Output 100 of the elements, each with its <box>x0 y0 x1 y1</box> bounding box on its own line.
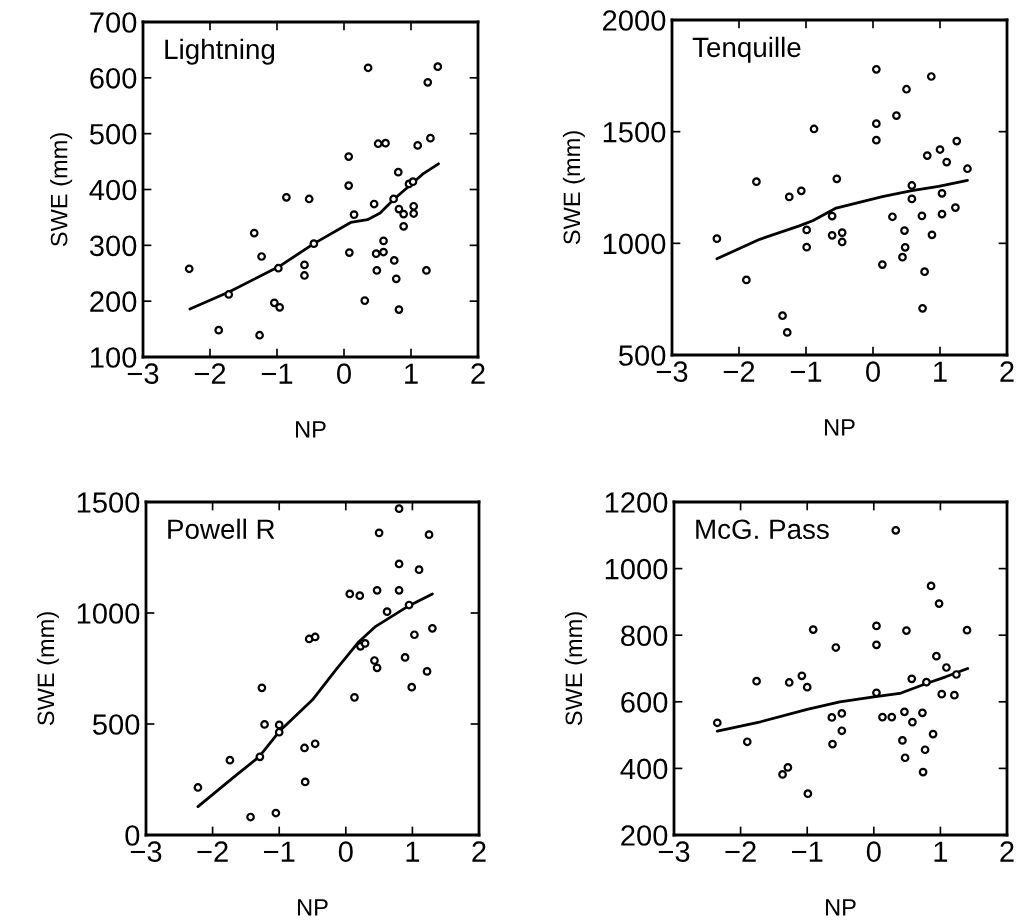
point <box>920 745 930 755</box>
point <box>426 133 435 143</box>
point <box>963 164 972 174</box>
point <box>344 152 354 161</box>
point <box>372 266 382 275</box>
point <box>832 174 842 184</box>
y-tick-label: 1500 <box>77 492 140 513</box>
point <box>778 770 787 779</box>
point <box>920 267 929 277</box>
text: Lightning <box>165 38 275 65</box>
chart-title: McG. Pass <box>696 519 829 540</box>
x-tick-label: −2 <box>723 361 755 382</box>
point <box>922 151 932 160</box>
point <box>344 248 354 257</box>
point <box>928 729 938 739</box>
point <box>871 135 881 145</box>
point <box>273 263 283 273</box>
point <box>802 225 812 235</box>
y-tick-label: 600 <box>621 692 668 713</box>
point <box>809 124 819 134</box>
point <box>379 236 388 246</box>
point <box>891 525 901 535</box>
point <box>878 712 887 722</box>
line-series <box>196 592 434 808</box>
point <box>409 201 419 211</box>
point <box>309 239 319 249</box>
y-tick-label: 1000 <box>605 558 668 580</box>
point <box>260 720 269 729</box>
y-tick-label: 1200 <box>605 492 668 513</box>
point <box>952 136 962 146</box>
point <box>349 210 359 219</box>
point <box>803 789 813 799</box>
y-tick-label: 1000 <box>603 233 666 255</box>
y-tick-label: 700 <box>90 12 137 33</box>
point <box>389 194 398 204</box>
point <box>310 739 320 749</box>
point <box>214 325 224 335</box>
point <box>300 271 309 280</box>
point <box>391 274 401 284</box>
point <box>878 260 887 269</box>
point <box>784 192 794 202</box>
point <box>225 755 235 765</box>
point <box>778 311 787 321</box>
y-tick-label: 1000 <box>77 603 140 624</box>
point <box>300 743 309 753</box>
point <box>282 192 291 202</box>
point <box>783 763 793 772</box>
point <box>410 630 419 640</box>
x-axis-title: NP <box>826 899 856 916</box>
point <box>394 204 404 214</box>
point <box>937 188 947 198</box>
point <box>422 667 432 676</box>
x-tick-label: −2 <box>197 841 228 862</box>
point <box>310 632 320 642</box>
point <box>422 266 431 275</box>
point <box>414 565 424 575</box>
point <box>827 230 837 240</box>
x-tick-label: 1 <box>934 361 947 382</box>
point <box>369 199 379 209</box>
point <box>373 139 383 149</box>
point <box>394 585 404 595</box>
x-tick-label: −1 <box>790 361 822 382</box>
point <box>837 709 847 718</box>
point <box>372 585 382 595</box>
point <box>274 727 284 737</box>
x-tick-label: 0 <box>338 841 353 862</box>
point <box>782 328 792 337</box>
point <box>249 228 259 238</box>
point <box>246 812 255 822</box>
point <box>423 77 433 87</box>
point <box>887 712 897 722</box>
point <box>937 689 947 699</box>
x-tick-label: −1 <box>792 841 823 862</box>
point <box>742 737 752 747</box>
point <box>900 707 909 717</box>
x-tick-label: 2 <box>472 841 486 862</box>
point <box>360 296 370 305</box>
point <box>424 530 434 539</box>
y-axis-title: SWE (mm) <box>562 131 585 245</box>
text: Tenquille <box>692 36 801 63</box>
point <box>837 726 847 736</box>
y-tick-label: 1500 <box>603 121 666 143</box>
point <box>802 242 812 252</box>
point <box>193 783 203 792</box>
point <box>951 203 960 212</box>
line-series <box>715 667 970 733</box>
point <box>952 670 961 679</box>
point <box>360 639 370 648</box>
point <box>400 653 410 662</box>
point <box>271 808 281 818</box>
y-tick-label: 400 <box>620 758 668 780</box>
point <box>394 559 404 569</box>
x-tick-label: 0 <box>866 841 881 862</box>
point <box>382 607 392 617</box>
point <box>796 186 806 196</box>
line-series <box>188 162 440 311</box>
point <box>831 643 841 652</box>
point <box>900 226 909 235</box>
point <box>752 676 761 686</box>
point <box>257 252 266 261</box>
